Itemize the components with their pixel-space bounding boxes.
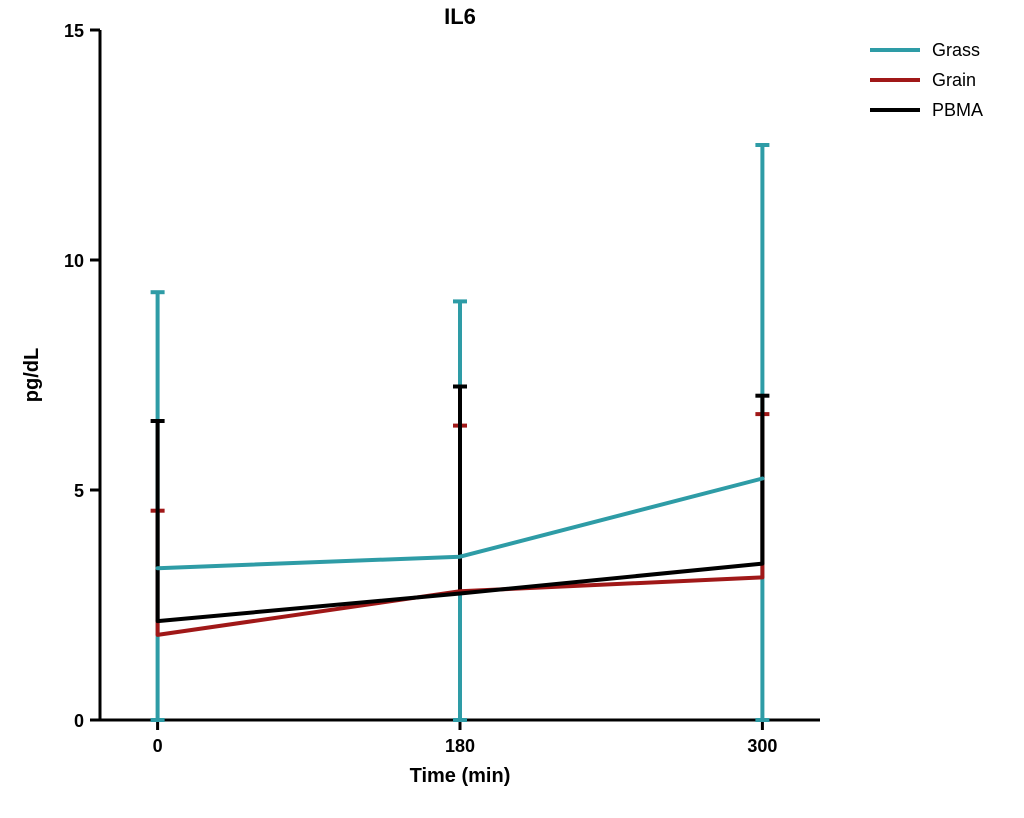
legend-label: PBMA bbox=[932, 100, 983, 120]
y-axis-label: pg/dL bbox=[21, 348, 43, 402]
legend-label: Grain bbox=[932, 70, 976, 90]
x-tick-label: 300 bbox=[747, 736, 777, 756]
y-tick-label: 5 bbox=[74, 481, 84, 501]
line-chart: 0 5 10 15 0 180 300 Time (min) pg/dL IL6 Grass Grai… bbox=[0, 0, 1024, 818]
chart-container: 0 5 10 15 0 180 300 Time (min) pg/dL IL6 Grass Grai… bbox=[0, 0, 1024, 818]
x-tick-label: 0 bbox=[153, 736, 163, 756]
y-tick-label: 10 bbox=[64, 251, 84, 271]
x-axis-label: Time (min) bbox=[410, 765, 511, 787]
legend-label: Grass bbox=[932, 40, 980, 60]
chart-title: IL6 bbox=[444, 4, 476, 29]
x-tick-label: 180 bbox=[445, 736, 475, 756]
y-tick-label: 15 bbox=[64, 21, 84, 41]
y-tick-label: 0 bbox=[74, 711, 84, 731]
